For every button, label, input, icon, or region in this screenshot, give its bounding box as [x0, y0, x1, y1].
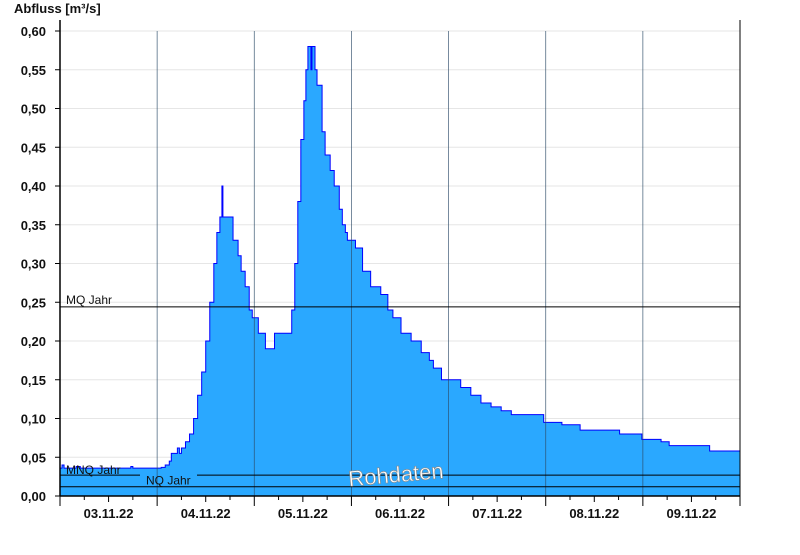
y-tick-label: 0,60: [21, 24, 46, 39]
y-tick-label: 0,55: [21, 63, 46, 78]
x-tick-label: 08.11.22: [569, 506, 619, 521]
y-tick-label: 0,45: [21, 140, 46, 155]
x-tick-label: 05.11.22: [278, 506, 328, 521]
y-tick-label: 0,25: [21, 295, 46, 310]
x-tick-label: 06.11.22: [375, 506, 425, 521]
y-tick-label: 0,35: [21, 218, 46, 233]
x-tick-label: 09.11.22: [666, 506, 716, 521]
discharge-area: [60, 46, 740, 496]
x-tick-label: 03.11.22: [84, 506, 134, 521]
y-axis-label: Abfluss [m³/s]: [14, 1, 101, 16]
y-tick-label: 0,05: [21, 450, 46, 465]
y-tick-label: 0,50: [21, 102, 46, 117]
y-tick-label: 0,15: [21, 373, 46, 388]
x-tick-label: 04.11.22: [181, 506, 231, 521]
x-tick-label: 07.11.22: [472, 506, 522, 521]
y-tick-label: 0,00: [21, 489, 46, 504]
ref-label-nq: NQ Jahr: [146, 474, 191, 488]
y-tick-label: 0,20: [21, 334, 46, 349]
discharge-line: [60, 46, 740, 469]
y-tick-label: 0,30: [21, 257, 46, 272]
ref-label-mnq: MNQ Jahr: [66, 463, 121, 477]
ref-label-mq: MQ Jahr: [66, 293, 112, 307]
y-tick-label: 0,10: [21, 412, 46, 427]
y-tick-label: 0,40: [21, 179, 46, 194]
